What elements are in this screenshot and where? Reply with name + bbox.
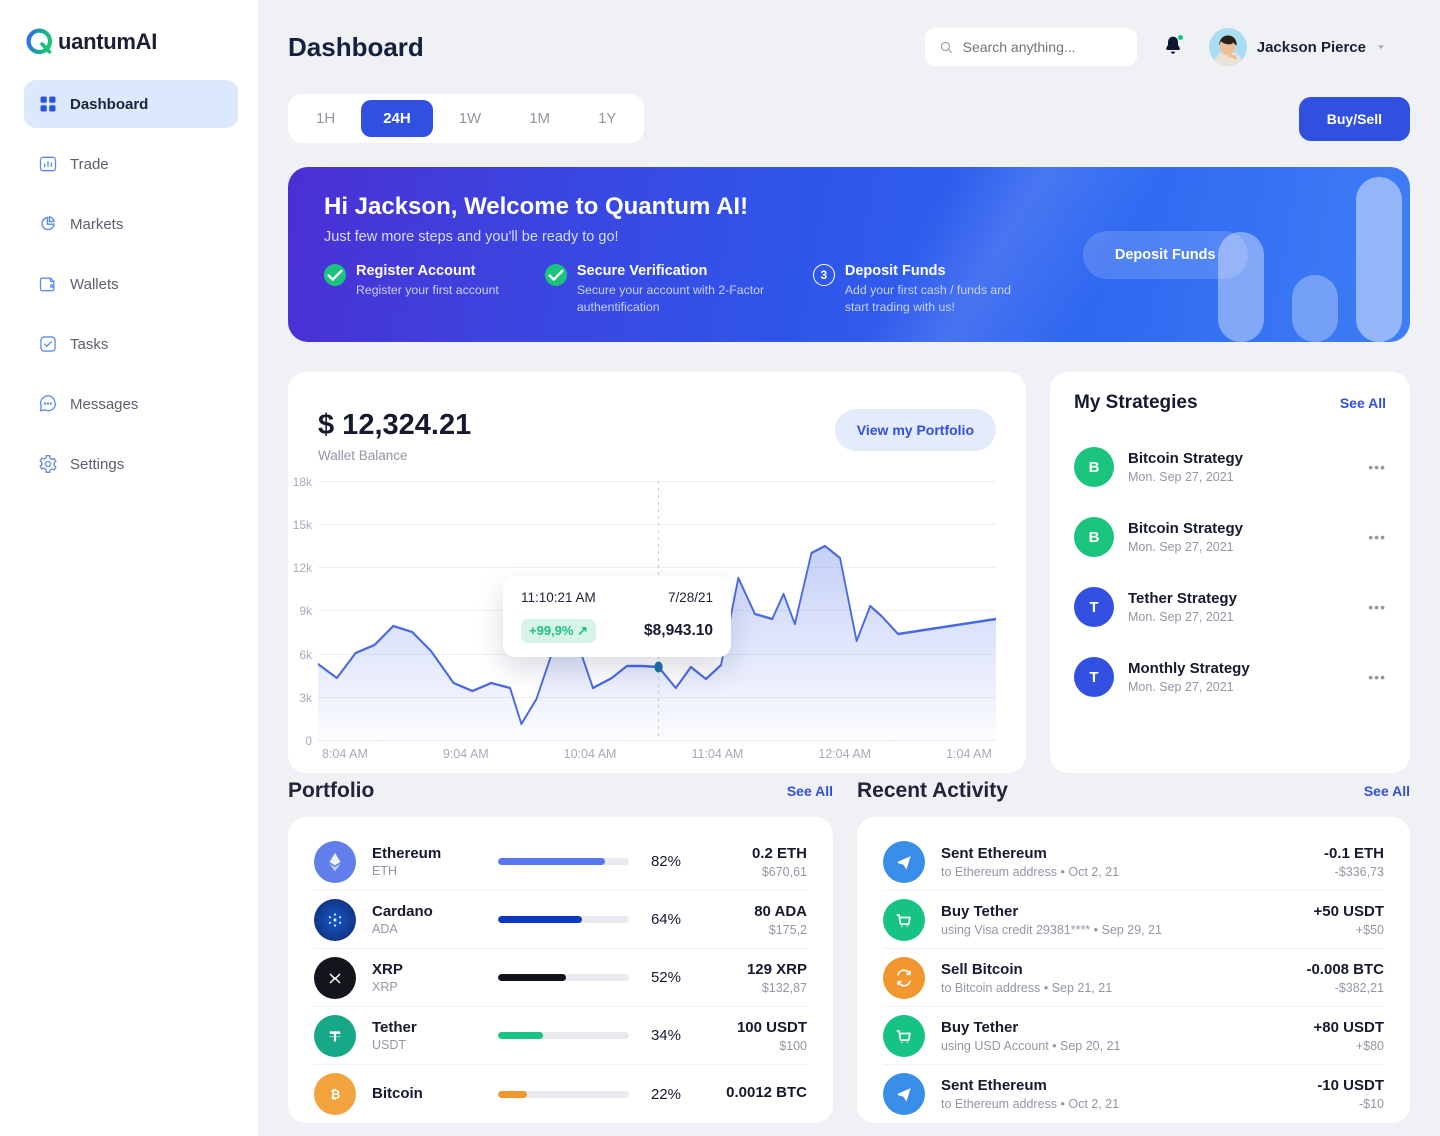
svg-text:₿: ₿ xyxy=(330,1088,340,1102)
